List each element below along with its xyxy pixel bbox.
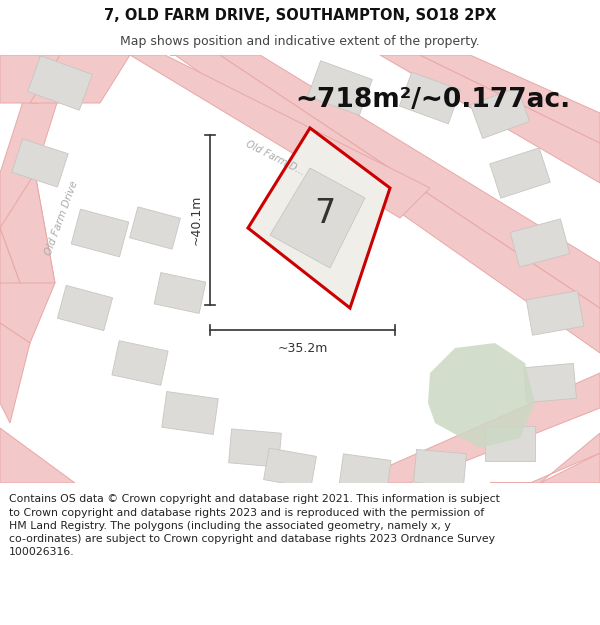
Polygon shape — [420, 55, 600, 143]
Polygon shape — [0, 228, 20, 283]
Polygon shape — [58, 286, 113, 331]
Polygon shape — [0, 55, 72, 343]
Polygon shape — [350, 373, 600, 483]
Polygon shape — [130, 55, 430, 218]
Polygon shape — [490, 148, 550, 198]
Polygon shape — [220, 55, 600, 308]
Polygon shape — [0, 55, 40, 103]
Polygon shape — [28, 56, 92, 110]
Polygon shape — [229, 429, 281, 467]
Polygon shape — [263, 448, 316, 488]
Text: Old Farm D...: Old Farm D... — [244, 139, 306, 177]
Polygon shape — [12, 139, 68, 187]
Polygon shape — [524, 363, 577, 403]
Polygon shape — [400, 72, 461, 124]
Text: 7, OLD FARM DRIVE, SOUTHAMPTON, SO18 2PX: 7, OLD FARM DRIVE, SOUTHAMPTON, SO18 2PX — [104, 8, 496, 23]
Text: ~35.2m: ~35.2m — [277, 342, 328, 355]
Polygon shape — [413, 449, 466, 487]
Polygon shape — [170, 55, 600, 353]
Polygon shape — [485, 426, 535, 461]
Polygon shape — [162, 391, 218, 434]
Polygon shape — [526, 291, 584, 335]
Polygon shape — [0, 323, 30, 423]
Polygon shape — [428, 343, 535, 448]
Polygon shape — [470, 88, 530, 139]
Polygon shape — [154, 272, 206, 313]
Polygon shape — [270, 168, 365, 268]
Polygon shape — [30, 55, 130, 103]
Polygon shape — [71, 209, 129, 257]
Polygon shape — [112, 341, 168, 386]
Polygon shape — [248, 128, 390, 308]
Polygon shape — [339, 454, 391, 492]
Text: Map shows position and indicative extent of the property.: Map shows position and indicative extent… — [120, 35, 480, 48]
Polygon shape — [490, 433, 600, 483]
Polygon shape — [0, 173, 55, 283]
Polygon shape — [308, 61, 373, 115]
Polygon shape — [380, 55, 600, 183]
Polygon shape — [510, 219, 570, 267]
Text: 7: 7 — [314, 196, 335, 229]
Polygon shape — [130, 207, 181, 249]
Text: ~718m²/~0.177ac.: ~718m²/~0.177ac. — [295, 87, 570, 113]
Polygon shape — [0, 428, 75, 483]
Text: Old Farm Drive: Old Farm Drive — [44, 179, 80, 257]
Polygon shape — [540, 453, 600, 483]
Text: ~40.1m: ~40.1m — [190, 195, 203, 245]
Text: Contains OS data © Crown copyright and database right 2021. This information is : Contains OS data © Crown copyright and d… — [9, 494, 500, 557]
